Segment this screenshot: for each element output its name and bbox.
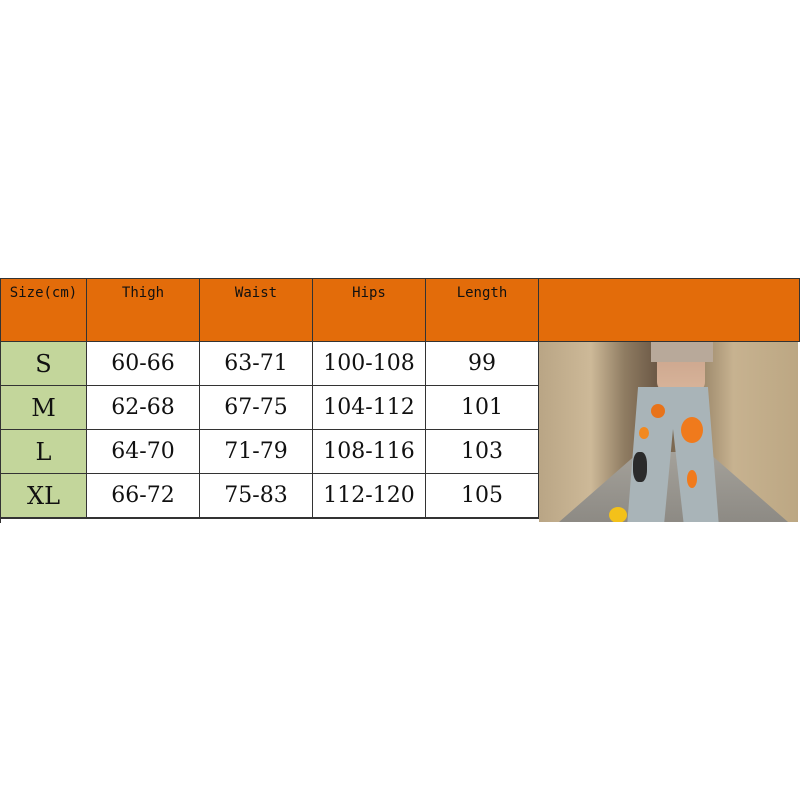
- header-image: [539, 278, 800, 342]
- cell-length: 99: [426, 342, 539, 386]
- photo-print: [687, 470, 697, 488]
- photo-print: [609, 507, 627, 522]
- cell-length: 103: [426, 430, 539, 474]
- cell-size: L: [0, 430, 87, 474]
- cell-hips: 100-108: [313, 342, 426, 386]
- cell-thigh: 60-66: [87, 342, 200, 386]
- cell-thigh: 64-70: [87, 430, 200, 474]
- photo-print: [639, 427, 649, 439]
- photo-floor: [559, 452, 788, 522]
- cell-hips: 112-120: [313, 474, 426, 518]
- header-row: Size(cm) Thigh Waist Hips Length: [0, 278, 800, 342]
- cell-size: M: [0, 386, 87, 430]
- product-photo: [539, 342, 798, 522]
- cell-waist: 75-83: [200, 474, 313, 518]
- cell-size: XL: [0, 474, 87, 518]
- table-row: XL 66-72 75-83 112-120 105: [0, 474, 539, 518]
- photo-crop-top: [651, 342, 713, 362]
- header-waist: Waist: [200, 278, 313, 342]
- cell-thigh: 66-72: [87, 474, 200, 518]
- cell-hips: 104-112: [313, 386, 426, 430]
- table-row: M 62-68 67-75 104-112 101: [0, 386, 539, 430]
- header-length: Length: [426, 278, 539, 342]
- table-bottom-line: [0, 518, 540, 523]
- header-hips: Hips: [313, 278, 426, 342]
- cell-waist: 63-71: [200, 342, 313, 386]
- header-thigh: Thigh: [87, 278, 200, 342]
- cell-thigh: 62-68: [87, 386, 200, 430]
- photo-skull-print: [681, 417, 703, 443]
- photo-snake-print: [633, 452, 647, 482]
- cell-size: S: [0, 342, 87, 386]
- cell-waist: 71-79: [200, 430, 313, 474]
- cell-length: 101: [426, 386, 539, 430]
- table-row: L 64-70 71-79 108-116 103: [0, 430, 539, 474]
- header-size: Size(cm): [0, 278, 87, 342]
- cell-length: 105: [426, 474, 539, 518]
- table-row: S 60-66 63-71 100-108 99: [0, 342, 539, 386]
- cell-waist: 67-75: [200, 386, 313, 430]
- photo-butterfly-print: [651, 404, 665, 418]
- cell-hips: 108-116: [313, 430, 426, 474]
